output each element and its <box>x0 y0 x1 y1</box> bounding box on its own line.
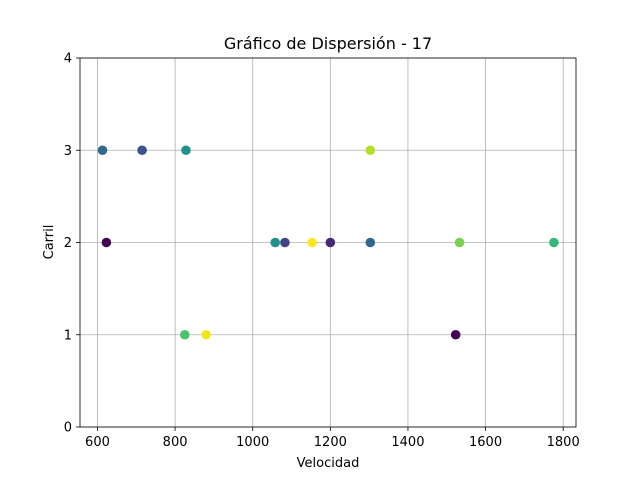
scatter-point <box>454 237 465 248</box>
scatter-point <box>97 145 108 156</box>
x-tick-label: 1000 <box>236 435 269 450</box>
data-points <box>97 145 559 340</box>
y-tick-label: 0 <box>64 421 72 436</box>
scatter-point <box>201 329 211 340</box>
chart-title: Gráfico de Dispersión - 17 <box>224 34 432 53</box>
x-tick-label: 800 <box>163 435 188 450</box>
y-tick-label: 2 <box>64 236 72 251</box>
scatter-point <box>307 237 317 248</box>
y-axis-ticks: 0 1 2 3 4 <box>64 52 80 436</box>
scatter-point <box>365 237 376 248</box>
scatter-point <box>450 329 461 340</box>
y-tick-label: 4 <box>64 52 72 67</box>
x-tick-label: 1400 <box>391 435 424 450</box>
scatter-point <box>179 329 190 340</box>
scatter-point <box>365 145 376 156</box>
scatter-point <box>270 237 281 248</box>
y-tick-label: 3 <box>64 144 72 159</box>
x-tick-label: 1800 <box>547 435 580 450</box>
x-tick-label: 1600 <box>469 435 502 450</box>
x-tick-label: 600 <box>85 435 110 450</box>
scatter-point <box>101 237 112 248</box>
scatter-point <box>325 237 336 248</box>
x-axis-label: Velocidad <box>297 456 360 471</box>
x-axis-ticks: 600 800 1000 1200 1400 1600 1800 <box>85 427 580 450</box>
scatter-point <box>549 237 559 248</box>
scatter-point <box>181 145 191 156</box>
scatter-point <box>280 237 290 248</box>
scatter-point <box>137 145 147 156</box>
y-axis-label: Carril <box>42 225 57 260</box>
y-tick-label: 1 <box>64 328 72 343</box>
x-tick-label: 1200 <box>314 435 347 450</box>
